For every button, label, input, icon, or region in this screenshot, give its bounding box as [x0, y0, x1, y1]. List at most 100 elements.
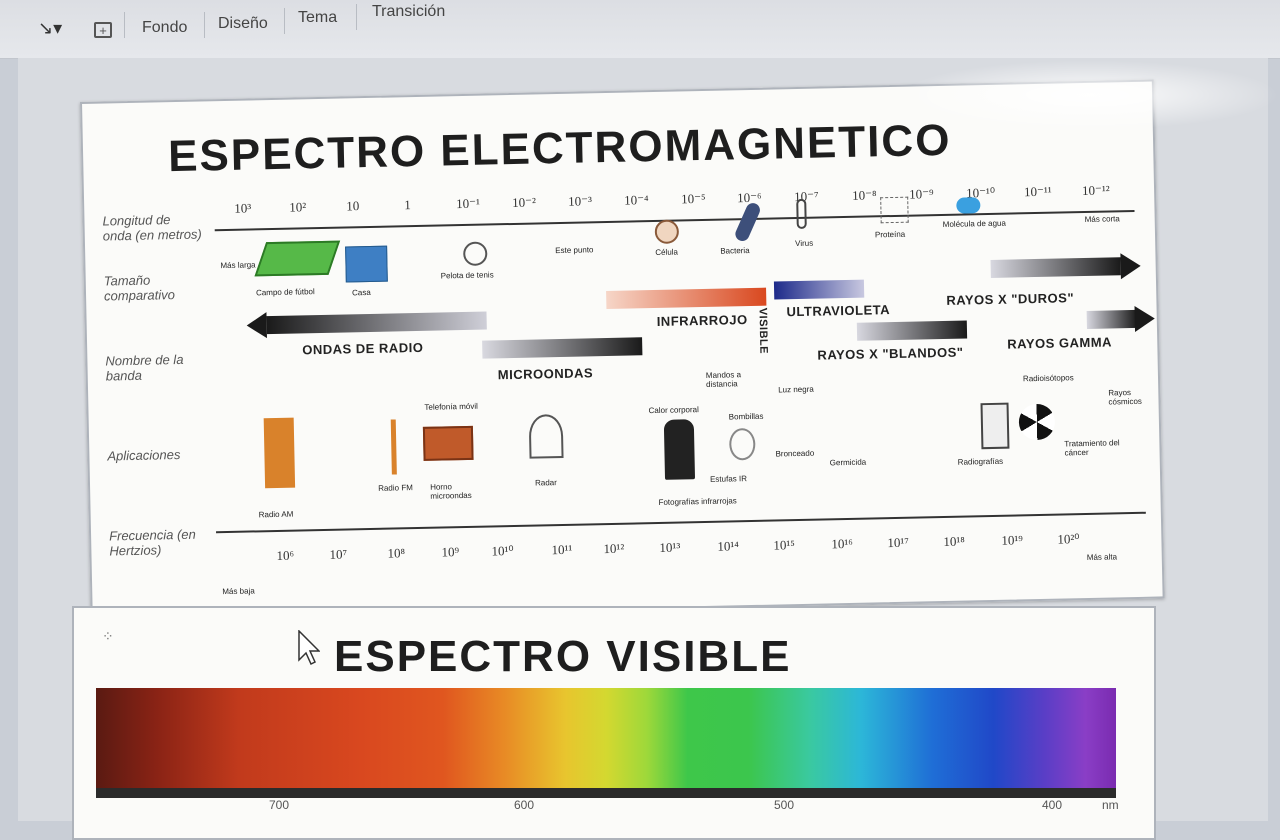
application-label: Tratamiento del cáncer [1064, 438, 1120, 458]
higher-frequency-label: Más alta [1086, 552, 1118, 563]
lower-frequency-label: Más baja [222, 586, 255, 597]
size-label: Pelota de tenis [440, 270, 494, 281]
frequency-tick: 10¹³ [659, 539, 681, 555]
house-icon [345, 245, 388, 283]
frequency-tick: 10⁸ [387, 545, 406, 561]
size-label: Proteína [874, 229, 906, 240]
wavelength-tick: 10 [346, 198, 360, 214]
background-button[interactable]: Fondo [142, 19, 188, 36]
bacteria-icon [733, 200, 763, 244]
infrared-band-label: INFRARROJO [656, 312, 748, 329]
wavelength-tick: 10⁻³ [568, 193, 593, 209]
microwave-band-label: MICROONDAS [497, 365, 594, 383]
wavelength-tick: 10⁻⁴ [624, 192, 649, 208]
application-label: Luz negra [778, 384, 814, 395]
gamma-arrow-head [1134, 305, 1156, 332]
application-label: Telefonía móvil [424, 401, 478, 412]
wavelength-tick: 10⁻⁵ [681, 190, 706, 207]
select-tool-icon[interactable]: ↘▾ [38, 18, 63, 38]
size-row-label: Tamaño comparativo [103, 272, 176, 304]
application-label: Calor corporal [648, 405, 699, 416]
longer-label: Más larga [220, 260, 256, 271]
radio-band-bar [266, 311, 487, 335]
wavelength-tick: 10⁻¹ [456, 195, 481, 212]
slide-title: ESPECTRO VISIBLE [334, 632, 792, 681]
wavelength-tick: 10⁻¹¹ [1023, 183, 1052, 200]
water-molecule-icon [956, 197, 981, 214]
size-label: Célula [655, 247, 679, 257]
slide-title: ESPECTRO ELECTROMAGNETICO [167, 115, 952, 182]
toolbar-divider [204, 12, 205, 38]
application-label: Rayos cósmicos [1108, 388, 1142, 407]
radiation-icon [1018, 403, 1056, 441]
theme-button[interactable]: Tema [298, 9, 338, 26]
toolbar-divider [124, 12, 125, 38]
ultraviolet-band-bar [773, 279, 865, 300]
application-label: Radioisótopos [1022, 373, 1074, 384]
football-field-icon [254, 240, 341, 277]
band-row-label: Nombre de la banda [105, 351, 184, 384]
frequency-tick: 10¹⁴ [717, 538, 740, 554]
nm-unit-label: nm [1102, 798, 1119, 812]
frequency-tick: 10¹⁸ [943, 533, 965, 550]
frequency-tick: 10¹⁹ [1001, 532, 1023, 548]
move-handle-icon[interactable]: ⁘ [102, 628, 114, 644]
slide-electromagnetic-spectrum[interactable]: ESPECTRO ELECTROMAGNETICO Longitud de on… [80, 79, 1165, 621]
layout-button[interactable]: Diseño [218, 15, 268, 32]
wavelength-scale-axis [96, 788, 1116, 798]
nm-tick: 700 [269, 798, 290, 812]
radio-tower-icon [263, 417, 296, 489]
frequency-tick: 10⁶ [276, 547, 295, 563]
application-label: Radiografías [957, 456, 1004, 467]
size-label: Este punto [555, 245, 594, 256]
virus-icon [796, 198, 807, 230]
size-label: Bacteria [720, 246, 750, 256]
cell-icon [654, 219, 680, 244]
wavelength-tick: 1 [404, 197, 411, 213]
frequency-axis [216, 511, 1146, 534]
mouse-pointer-icon [298, 630, 320, 666]
application-label: Fotografías infrarrojas [658, 496, 737, 507]
wavelength-tick: 10⁻⁹ [908, 186, 934, 202]
application-label: Germicida [829, 457, 867, 468]
frequency-row-label: Frecuencia (en Hertzios) [108, 526, 196, 559]
application-label: Bombillas [728, 411, 764, 422]
slide-visible-spectrum[interactable]: ⁘ ESPECTRO VISIBLE 700 600 500 400 nm [72, 606, 1156, 840]
wavelength-tick: 10⁻⁸ [851, 187, 877, 203]
shorter-label: Más corta [1084, 214, 1120, 224]
frequency-tick: 10¹⁵ [773, 537, 796, 553]
hard-xray-arrow-head [1120, 252, 1141, 280]
nm-tick: 500 [774, 798, 795, 812]
frequency-tick: 10¹⁷ [887, 534, 909, 551]
application-label: Estufas IR [709, 474, 748, 484]
applications-row-label: Aplicaciones [107, 446, 181, 464]
gamma-band-bar [1086, 309, 1137, 329]
wavelength-row-label: Longitud de onda (en metros) [102, 212, 202, 244]
application-label: Radio FM [378, 483, 413, 493]
wavelength-tick: 10⁻¹² [1081, 182, 1110, 199]
hard-xray-band-bar [990, 257, 1121, 278]
nm-tick: 400 [1042, 798, 1063, 812]
frequency-tick: 10⁹ [441, 544, 460, 560]
radio-arrow-head [246, 312, 267, 339]
visible-spectrum-bar [96, 688, 1116, 788]
new-slide-icon[interactable]: + [94, 22, 112, 38]
size-label: Molécula de agua [942, 218, 1006, 229]
ultraviolet-band-label: ULTRAVIOLETA [786, 302, 891, 320]
frequency-tick: 10¹² [603, 540, 625, 557]
microwave-oven-icon [422, 425, 474, 461]
infrared-band-bar [606, 287, 767, 310]
application-label: Mandos a distancia [705, 370, 742, 389]
transition-button[interactable]: Transición [372, 3, 446, 20]
frequency-tick: 10⁷ [329, 546, 348, 562]
radar-icon [528, 413, 564, 459]
soft-xray-band-bar [856, 320, 968, 341]
gamma-band-label: RAYOS GAMMA [1007, 334, 1113, 352]
visible-band-label: VISIBLE [756, 307, 770, 355]
frequency-tick: 10¹⁶ [831, 535, 854, 552]
microwave-band-bar [482, 337, 643, 359]
wavelength-tick: 10³ [234, 200, 252, 216]
wavelength-tick: 10⁻² [512, 194, 537, 210]
application-label: Horno microondas [430, 482, 472, 501]
tennis-ball-icon [463, 241, 488, 267]
